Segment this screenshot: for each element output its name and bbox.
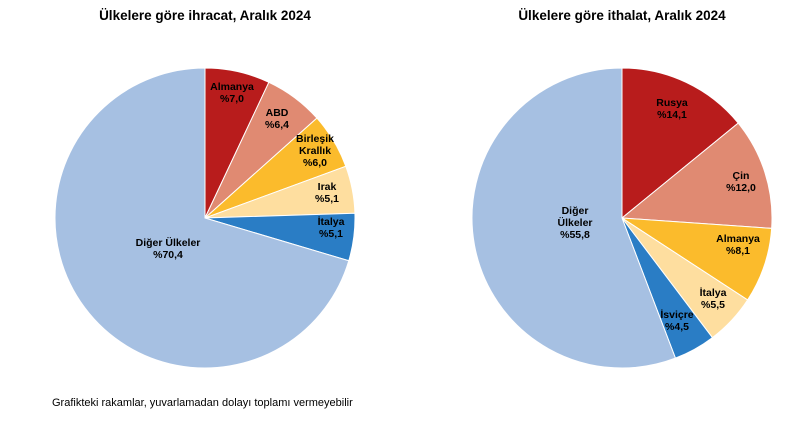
export-label-almanya: Almanya %7,0	[210, 81, 254, 105]
import-chart-title: Ülkelere göre ithalat, Aralık 2024	[518, 8, 726, 23]
export-chart-title: Ülkelere göre ihracat, Aralık 2024	[99, 8, 311, 23]
import-slice-diğer-ülkeler	[471, 67, 677, 369]
import-label-i̇sviçre: İsviçre %4,5	[660, 308, 693, 333]
import-label-çin: Çin %12,0	[726, 170, 756, 194]
rounding-note: Grafikteki rakamlar, yuvarlamadan dolayı…	[52, 397, 353, 409]
export-label-diğer-ülkeler: Diğer Ülkeler %70,4	[136, 236, 201, 261]
import-label-i̇talya: İtalya %5,5	[700, 286, 727, 311]
import-label-rusya: Rusya %14,1	[656, 97, 688, 121]
export-label-abd: ABD %6,4	[265, 107, 289, 131]
import-slice-çin	[620, 122, 773, 229]
import-label-almanya: Almanya %8,1	[716, 233, 760, 257]
import-label-diğer-ülkeler: Diğer Ülkeler %55,8	[557, 205, 592, 241]
export-slice-diğer-ülkeler	[54, 67, 350, 369]
export-label-birleşik-krallık: Birleşik Krallık %6,0	[296, 133, 334, 169]
export-label-irak: Irak %5,1	[315, 181, 339, 205]
import-slice-rusya	[621, 67, 739, 220]
export-label-i̇talya: İtalya %5,1	[318, 215, 345, 240]
